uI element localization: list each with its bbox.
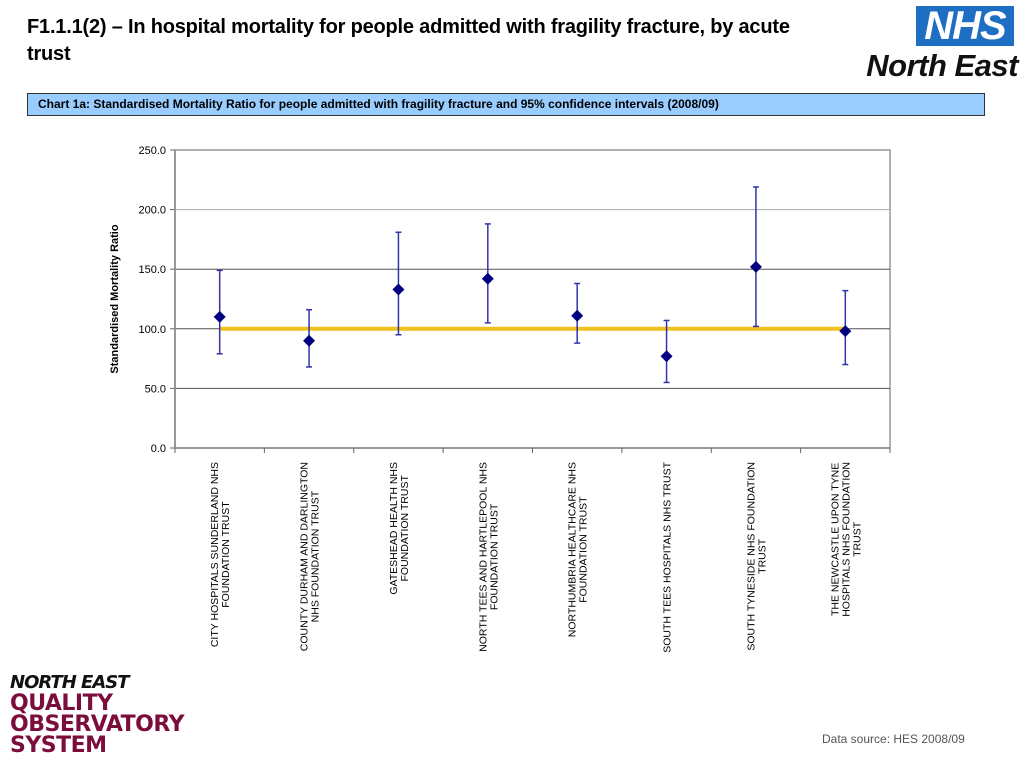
y-tick-label: 250.0 <box>138 145 166 157</box>
data-points <box>213 186 852 384</box>
data-point-group <box>839 289 852 366</box>
data-point-group <box>660 319 673 384</box>
data-point-marker <box>571 309 584 322</box>
nhs-logo: NHS <box>916 6 1014 46</box>
data-point-marker <box>213 310 226 323</box>
x-axis-labels: CITY HOSPITALS SUNDERLAND NHSFOUNDATION … <box>209 461 863 652</box>
qos-logo-line-4: SYSTEM <box>10 733 107 758</box>
x-tick-label-line: NHS FOUNDATION TRUST <box>310 490 322 622</box>
page-title: F1.1.1(2) – In hospital mortality for pe… <box>27 16 790 65</box>
x-tick-label-line: GATESHEAD HEALTH NHS <box>388 462 400 595</box>
plot-area-border <box>174 149 891 449</box>
data-point-marker <box>481 272 494 285</box>
x-tick-label-line: NORTH TEES AND HARTLEPOOL NHS <box>477 462 489 652</box>
x-tick-label: GATESHEAD HEALTH NHSFOUNDATION TRUST <box>388 462 411 595</box>
x-tick-label: SOUTH TYNESIDE NHS FOUNDATIONTRUST <box>745 462 768 651</box>
data-point-group <box>303 308 316 368</box>
y-tick-label: 0.0 <box>151 443 166 455</box>
y-tick-label: 100.0 <box>138 324 166 336</box>
x-tick-label-line: SOUTH TEES HOSPITALS NHS TRUST <box>662 461 674 652</box>
smr-chart: 0.0 50.0 100.0 150.0 200.0 250.0 Standardised… <box>109 145 891 653</box>
x-tick-label-line: THE NEWCASTLE UPON TYNE <box>829 463 841 616</box>
x-tick-label-line: NORTHUMBRIA HEALTHCARE NHS <box>567 462 579 637</box>
data-point-marker <box>660 350 673 363</box>
x-tick-label-line: FOUNDATION TRUST <box>578 496 590 603</box>
x-tick-label-line: FOUNDATION TRUST <box>488 503 500 610</box>
x-tick-label: NORTH TEES AND HARTLEPOOL NHSFOUNDATION … <box>477 462 500 652</box>
data-point-group <box>392 231 405 336</box>
y-tick-label: 50.0 <box>145 383 166 395</box>
north-east-logo: North East <box>866 48 1018 83</box>
qos-logo-line-2: QUALITY <box>10 691 113 716</box>
x-tick-label-line: SOUTH TYNESIDE NHS FOUNDATION <box>745 462 757 651</box>
y-tick-label: 150.0 <box>138 264 166 276</box>
data-source: Data source: HES 2008/09 <box>822 732 965 746</box>
y-tick-label: 200.0 <box>138 205 166 217</box>
x-tick-label-line: COUNTY DURHAM AND DARLINGTON <box>299 462 311 651</box>
x-tick-label: COUNTY DURHAM AND DARLINGTONNHS FOUNDATI… <box>299 462 322 651</box>
quality-observatory-logo: NORTH EAST QUALITY OBSERVATORY SYSTEM <box>10 672 190 758</box>
x-tick-label-line: HOSPITALS NHS FOUNDATION <box>840 462 852 617</box>
data-point-marker <box>392 283 405 296</box>
data-point-marker <box>749 260 762 273</box>
chart-title-banner: Chart 1a: Standardised Mortality Ratio f… <box>27 93 985 116</box>
x-tick-label: NORTHUMBRIA HEALTHCARE NHSFOUNDATION TRU… <box>567 462 590 637</box>
gridlines <box>174 149 891 449</box>
x-tick-label-line: TRUST <box>756 538 768 574</box>
qos-logo-line-3: OBSERVATORY <box>10 712 185 737</box>
data-point-group <box>571 282 584 344</box>
x-tick-label-line: FOUNDATION TRUST <box>220 501 232 608</box>
data-point-group <box>213 269 226 355</box>
data-point-group <box>481 223 494 324</box>
y-axis-label: Standardised Mortality Ratio <box>109 224 121 373</box>
qos-logo-line-1: NORTH EAST <box>10 672 130 693</box>
x-tick-label: SOUTH TEES HOSPITALS NHS TRUST <box>662 461 674 652</box>
x-tick-label-line: CITY HOSPITALS SUNDERLAND NHS <box>209 462 221 647</box>
x-tick-label: CITY HOSPITALS SUNDERLAND NHSFOUNDATION … <box>209 462 232 647</box>
x-tick-label-line: FOUNDATION TRUST <box>399 475 411 582</box>
x-tick-label-line: TRUST <box>851 521 863 557</box>
data-point-group <box>749 186 762 328</box>
data-point-marker <box>839 325 852 338</box>
y-axis: 0.0 50.0 100.0 150.0 200.0 250.0 <box>138 145 891 455</box>
x-tick-label: THE NEWCASTLE UPON TYNEHOSPITALS NHS FOU… <box>829 462 863 617</box>
data-point-marker <box>303 334 316 347</box>
